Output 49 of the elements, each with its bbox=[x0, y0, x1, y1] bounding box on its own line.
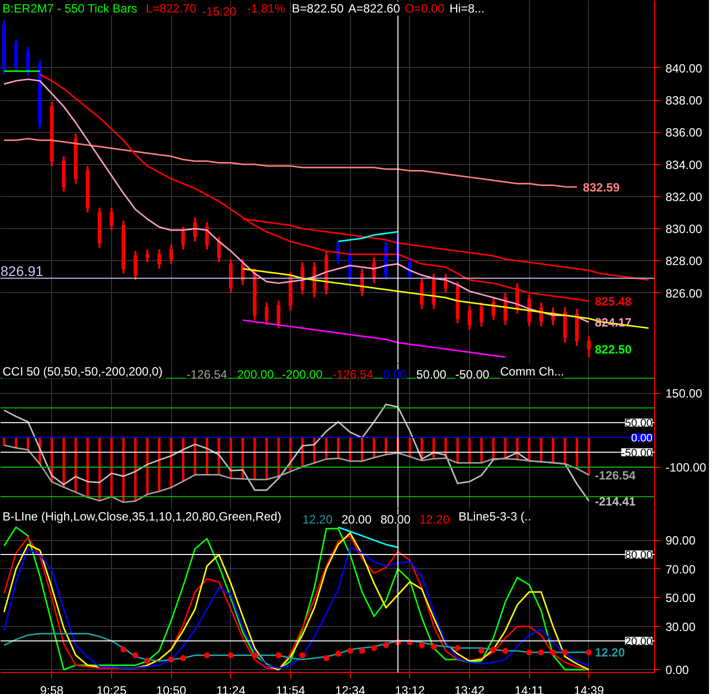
data-label: 12.20 bbox=[594, 646, 626, 660]
ref-line-label: -50.00 bbox=[621, 447, 653, 460]
annotation: -200.00 bbox=[282, 368, 323, 382]
annotation: L=822.70 bbox=[146, 2, 197, 16]
y-tick-label: 836.00 bbox=[666, 126, 703, 140]
annotation: -1.81% bbox=[247, 2, 286, 16]
annotation: Comm Ch... bbox=[500, 364, 564, 378]
annotation: -126.54 bbox=[332, 368, 374, 382]
y-tick-label: 840.00 bbox=[666, 61, 703, 76]
annotation: A=822.60 bbox=[348, 2, 400, 16]
y-tick-label: 30.00 bbox=[666, 620, 696, 634]
y-tick-label: 90.00 bbox=[666, 534, 696, 548]
ref-line-label: 20.00 bbox=[624, 636, 653, 648]
y-tick-label: 70.00 bbox=[666, 562, 696, 576]
annotation: 12.20 bbox=[420, 512, 450, 526]
data-label: -126.54 bbox=[594, 468, 636, 482]
annotation: 12.20 bbox=[302, 512, 333, 526]
y-tick-label: -100.00 bbox=[666, 460, 707, 475]
y-tick-label: 50.00 bbox=[666, 591, 696, 606]
y-tick-label: 830.00 bbox=[666, 222, 703, 236]
annotation: B=822.50 bbox=[292, 2, 344, 16]
ref-line-label: 0.00 bbox=[631, 432, 653, 444]
ref-line-label: 826.91 bbox=[0, 263, 44, 280]
chart-title: B-LIne (High,Low,Close,35,1,10,1,20,80,Green,Red) bbox=[2, 510, 282, 524]
data-label: 832.59 bbox=[582, 180, 620, 194]
y-tick-label: 834.00 bbox=[666, 158, 703, 172]
y-tick-label: 150.00 bbox=[666, 386, 703, 401]
annotation: Hi=8... bbox=[450, 2, 485, 16]
annotation: O=0.00 bbox=[404, 2, 445, 16]
ref-line-label: 80.00 bbox=[624, 550, 653, 562]
annotation: -15.20 bbox=[202, 4, 237, 18]
y-tick-label: 838.00 bbox=[666, 94, 703, 108]
chart-title: CCI 50 (50,50,-50,-200,200,0) bbox=[2, 364, 163, 378]
annotation: 50.00 bbox=[416, 368, 447, 382]
annotation: 20.00 bbox=[342, 512, 372, 526]
annotation: -50.00 bbox=[455, 368, 490, 382]
data-label: 825.48 bbox=[594, 294, 632, 309]
y-tick-label: 0.00 bbox=[666, 663, 690, 678]
y-tick-label: 832.00 bbox=[666, 190, 703, 204]
data-label: -214.41 bbox=[594, 494, 636, 508]
annotation: 0.00 bbox=[383, 368, 407, 382]
y-tick-label: 826.00 bbox=[666, 286, 703, 300]
text: 822.50 bbox=[594, 342, 632, 357]
annotation: BLine5-3-3 (.. bbox=[458, 510, 532, 524]
annotation: 200.00 bbox=[237, 368, 274, 382]
annotation: 80.00 bbox=[380, 512, 411, 526]
chart-title: B:ER2M7 - 550 Tick Bars bbox=[2, 2, 138, 16]
y-tick-label: 828.00 bbox=[666, 254, 703, 268]
annotation: -126.54 bbox=[186, 368, 228, 382]
